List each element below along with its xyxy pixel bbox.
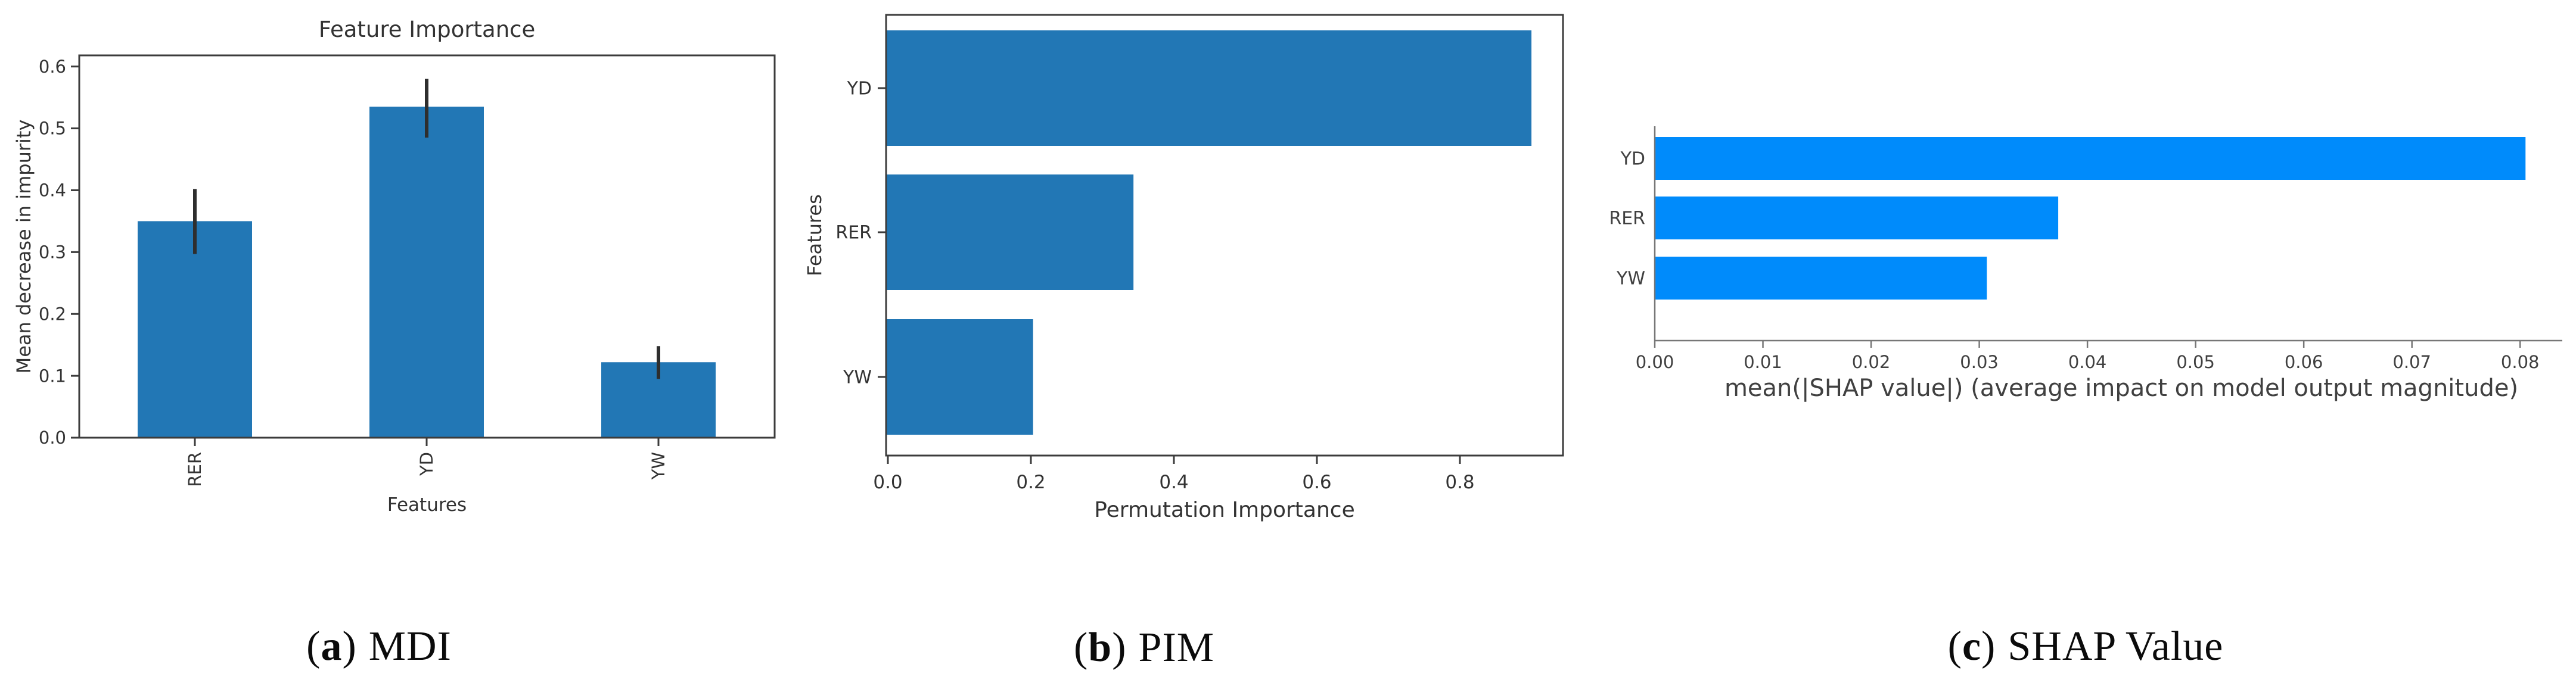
mdi-xtick-label: YW	[648, 452, 669, 480]
shap-xtick-label: 0.03	[1960, 352, 1999, 372]
caption-shap-index: (c)	[1947, 623, 1996, 669]
pim-plot-box	[885, 14, 1564, 457]
shap-ytick-label: YD	[1620, 149, 1645, 170]
mdi-bar-RER	[138, 221, 252, 438]
mdi-title: Feature Importance	[319, 17, 536, 42]
mdi-ytick-label: 0.6	[39, 57, 66, 77]
pim-bar-YW	[886, 319, 1033, 435]
pim-xtick-label: 0.2	[1016, 472, 1045, 493]
pim-ylabel: Features	[803, 194, 826, 276]
pim-ytick-label: RER	[835, 223, 872, 244]
mdi-bar-YD	[369, 107, 484, 438]
shap-xlabel: mean(|SHAP value|) (average impact on mo…	[1724, 375, 2518, 402]
mdi-xtick-label: RER	[185, 452, 205, 487]
mdi-ytick-label: 0.3	[39, 242, 66, 262]
mdi-ytick-label: 0.5	[39, 119, 66, 139]
shap-xtick-label: 0.08	[2501, 352, 2540, 372]
mdi-ytick-label: 0.4	[39, 180, 66, 201]
mdi-ytick-label: 0.0	[39, 428, 66, 448]
mdi-ytick-label: 0.1	[39, 366, 66, 386]
caption-mdi: (a) MDI	[306, 623, 452, 671]
shap-xtick-label: 0.06	[2285, 352, 2323, 372]
mdi-xlabel: Features	[387, 494, 467, 516]
caption-pim-index: (b)	[1073, 625, 1127, 671]
caption-pim-label: PIM	[1138, 625, 1215, 671]
caption-shap-label: SHAP Value	[2008, 623, 2224, 669]
shap-xtick-label: 0.04	[2068, 352, 2107, 372]
shap-xtick-label: 0.02	[1852, 352, 1891, 372]
pim-ytick-label: YD	[847, 79, 872, 99]
pim-xtick-label: 0.4	[1159, 472, 1188, 493]
caption-mdi-label: MDI	[368, 623, 452, 669]
pim-xtick-label: 0.6	[1302, 472, 1331, 493]
pim-xtick-label: 0.0	[873, 472, 902, 493]
shap-ytick-label: YW	[1616, 269, 1645, 289]
shap-bar-RER	[1655, 197, 2059, 239]
shap-bar-YD	[1655, 137, 2526, 180]
mdi-ytick-label: 0.2	[39, 304, 66, 324]
mdi-ylabel: Mean decrease in impurity	[13, 120, 35, 374]
pim-xlabel: Permutation Importance	[1094, 498, 1355, 522]
shap-xtick-label: 0.00	[1636, 352, 1674, 372]
pim-bar-YD	[886, 30, 1532, 146]
shap-xtick-label: 0.05	[2176, 352, 2215, 372]
shap-ytick-label: RER	[1609, 208, 1645, 229]
pim-ytick-label: YW	[843, 367, 872, 388]
shap-bar-YW	[1655, 257, 1987, 300]
caption-mdi-index: (a)	[306, 623, 357, 669]
shap-xtick-label: 0.07	[2392, 352, 2431, 372]
shap-xtick-label: 0.01	[1744, 352, 1782, 372]
mdi-xtick-label: YD	[417, 452, 437, 476]
pim-bar-RER	[886, 174, 1134, 290]
caption-shap: (c) SHAP Value	[1948, 623, 2224, 671]
pim-xtick-label: 0.8	[1445, 472, 1474, 493]
caption-pim: (b) PIM	[1074, 624, 1214, 672]
